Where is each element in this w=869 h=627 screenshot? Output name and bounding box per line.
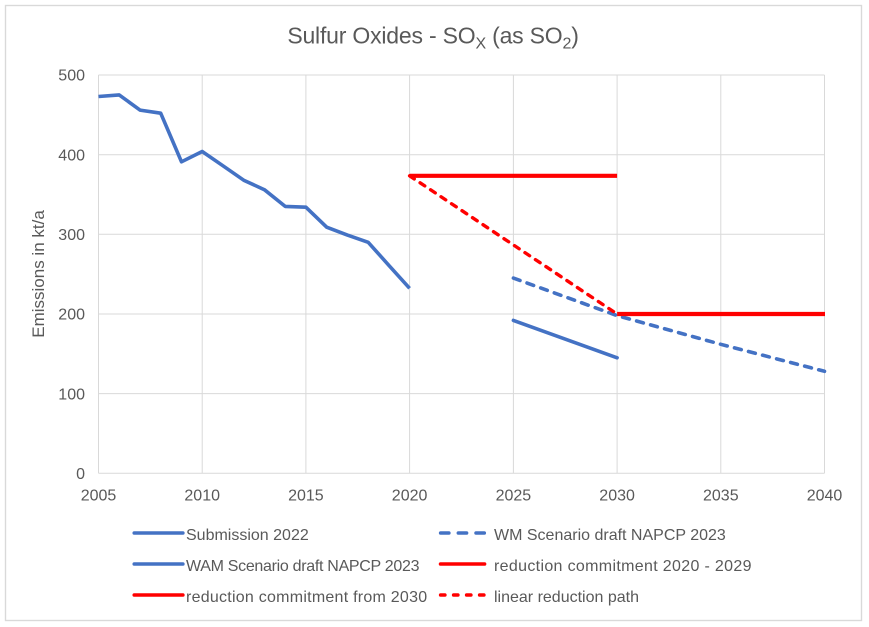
- svg-text:WAM Scenario draft NAPCP 2023: WAM Scenario draft NAPCP 2023: [186, 558, 420, 575]
- svg-text:2030: 2030: [599, 488, 635, 505]
- svg-text:2025: 2025: [496, 488, 532, 505]
- svg-text:400: 400: [58, 147, 85, 164]
- svg-text:WM Scenario draft NAPCP 2023: WM Scenario draft NAPCP 2023: [494, 527, 726, 544]
- svg-text:Emissions in kt/a: Emissions in kt/a: [29, 210, 48, 338]
- svg-text:Sulfur Oxides - SOX (as SO2): Sulfur Oxides - SOX (as SO2): [287, 23, 578, 53]
- svg-text:2005: 2005: [81, 488, 117, 505]
- svg-text:linear reduction path: linear reduction path: [494, 589, 639, 606]
- svg-text:200: 200: [58, 307, 85, 324]
- svg-text:300: 300: [58, 227, 85, 244]
- svg-text:100: 100: [58, 386, 85, 403]
- svg-text:reduction commitment from 2030: reduction commitment from 2030: [186, 589, 427, 606]
- svg-text:reduction commitment 2020 - 20: reduction commitment 2020 - 2029: [494, 558, 752, 575]
- svg-text:2020: 2020: [392, 488, 428, 505]
- svg-text:2040: 2040: [807, 488, 843, 505]
- svg-text:2015: 2015: [288, 488, 324, 505]
- svg-text:2035: 2035: [703, 488, 739, 505]
- svg-text:500: 500: [58, 68, 85, 85]
- svg-text:2010: 2010: [184, 488, 220, 505]
- svg-text:0: 0: [76, 466, 85, 483]
- svg-text:Submission 2022: Submission 2022: [186, 527, 309, 544]
